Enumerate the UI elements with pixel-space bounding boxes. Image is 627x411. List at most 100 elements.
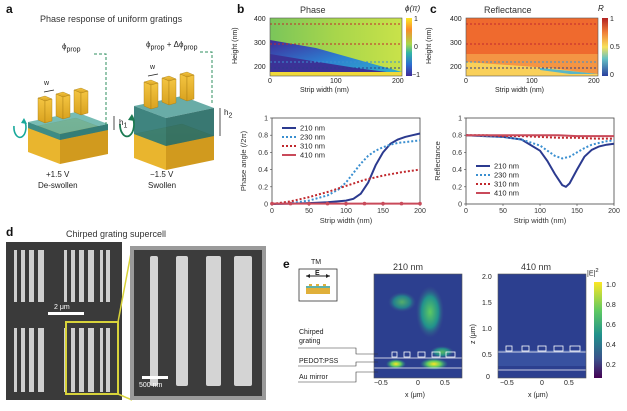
phase-map-ytick-3: 200 [254, 64, 266, 71]
phase-map-ytick-1: 400 [254, 16, 266, 23]
field-cbar-tick-1: 1.0 [606, 282, 616, 289]
y-tick-label: 1 [264, 116, 268, 123]
z-tick-1: 2.0 [482, 274, 492, 281]
legend-label: 230 nm [494, 171, 519, 180]
field-map-right-title: 410 nm [521, 262, 552, 272]
h1-label: h1 [119, 118, 128, 130]
refl-map-xtick-2: 100 [526, 78, 538, 85]
field-cbar-tick-3: 0.6 [606, 322, 616, 329]
series-line-310-nm [271, 168, 421, 205]
field-map-right-xlabel: x (μm) [528, 392, 548, 399]
legend-label: 410 nm [494, 189, 519, 198]
h2-label: h2 [224, 108, 233, 120]
refl-map-xtick-3: 200 [588, 78, 600, 85]
data-point [381, 201, 385, 206]
deswollen-device [13, 87, 109, 164]
x-tick-label: 0 [464, 208, 468, 215]
layer-leader-lines [298, 347, 378, 383]
x-tick-label: 100 [534, 208, 546, 215]
field-map-left-xtick-2: 0 [416, 380, 420, 387]
zoom-box [65, 321, 119, 395]
data-point [362, 201, 367, 206]
x-tick-label: 100 [340, 208, 352, 215]
reflectance-chart: 0 0.2 0.4 0.6 0.8 1 0 50 100 150 200 Strip width (n… [433, 116, 620, 226]
field-cbar-label: |E|2 [587, 268, 599, 278]
legend-label: 210 nm [494, 162, 519, 171]
swollen-device [119, 71, 215, 170]
label-au-mirror: Au mirror [299, 374, 328, 381]
phase-angle-chart: 0 0.2 0.4 0.6 0.8 1 0 50 100 150 200 Strip width (n… [239, 116, 426, 226]
phase-cbar-tick-2: 0 [414, 44, 418, 51]
y-tick-label: 0 [264, 202, 268, 209]
legend-label: 230 nm [300, 133, 325, 142]
series-line-210-nm [271, 132, 421, 205]
refl-map-ytick-1: 400 [450, 16, 462, 23]
y-axis-label: Phase angle (/2π) [239, 130, 248, 191]
refl-map-ytick-2: 300 [450, 40, 462, 47]
refl-cbar-tick-1: 1 [610, 16, 614, 23]
state-left: De-swollen [38, 181, 78, 190]
refl-map-xtick-1: 0 [464, 78, 468, 85]
scale-label-500nm: 500 nm [139, 382, 163, 389]
panel-c-title: Reflectance [484, 5, 532, 15]
legend-label: 210 nm [300, 124, 325, 133]
y-tick-label: 0.6 [452, 150, 462, 157]
panel-e-letter: e [283, 257, 290, 271]
legend-label: 410 nm [300, 151, 325, 160]
series-line-410-nm [466, 134, 614, 138]
z-tick-5: 0 [486, 374, 490, 381]
y-tick-label: 1 [458, 116, 462, 123]
scale-bar-500nm [142, 376, 168, 379]
x-axis-label: Strip width (nm) [320, 216, 373, 225]
x-tick-label: 150 [571, 208, 583, 215]
legend-label: 310 nm [300, 142, 325, 151]
y-tick-label: 0.4 [452, 167, 462, 174]
x-axis-label: Strip width (nm) [514, 216, 567, 225]
field-map-right-xtick-3: 0.5 [564, 380, 574, 387]
phase-map-xlabel: Strip width (nm) [300, 87, 350, 94]
plot-frame [271, 117, 421, 205]
data-point [307, 201, 311, 206]
field-vector-label: E [315, 270, 320, 277]
z-tick-3: 1.0 [482, 326, 492, 333]
field-map-left-xlabel: x (μm) [405, 392, 425, 399]
series-line-230-nm [465, 134, 615, 160]
field-colorbar [594, 282, 602, 378]
legend-label: 310 nm [494, 180, 519, 189]
field-map-210nm [373, 273, 463, 379]
state-right: Swollen [148, 181, 177, 190]
panel-d-letter: d [6, 225, 14, 239]
data-point [399, 201, 404, 206]
refl-map-ylabel: Height (nm) [426, 27, 433, 64]
y-axis-label: Reflectance [433, 141, 442, 181]
z-axis-label: z (μm) [470, 324, 477, 344]
x-tick-label: 50 [305, 208, 313, 215]
plot-frame [465, 117, 615, 205]
refl-map-ytick-3: 200 [450, 64, 462, 71]
refl-cbar-label: R [598, 4, 604, 13]
phase-cbar-label: ϕ(π) [405, 4, 421, 13]
field-map-right-xtick-1: −0.5 [500, 380, 514, 387]
x-tick-label: 200 [608, 208, 620, 215]
y-tick-label: 0.2 [452, 184, 462, 191]
phase-cbar-tick-3: −1 [412, 72, 420, 79]
field-map-right-xtick-2: 0 [540, 380, 544, 387]
grating-schematic [13, 51, 221, 170]
phi-prop-label-right: ϕprop + Δϕprop [146, 40, 198, 52]
field-map-left-title: 210 nm [393, 262, 424, 272]
series-line-210-nm [465, 134, 615, 188]
scale-bar-2um [48, 312, 84, 315]
y-tick-label: 0 [458, 202, 462, 209]
reflectance-map [465, 17, 608, 77]
z-tick-2: 1.5 [482, 300, 492, 307]
field-map-left-xtick-1: −0.5 [374, 380, 388, 387]
y-tick-label: 0.6 [258, 150, 268, 157]
voltage-left: +1.5 V [46, 170, 70, 179]
panel-b-letter: b [237, 2, 245, 16]
phase-cbar-tick-1: 1 [414, 16, 418, 23]
phase-map-xtick-1: 0 [268, 78, 272, 85]
label-grating: grating [299, 338, 321, 345]
width-label-right: w [150, 64, 156, 71]
field-cbar-tick-4: 0.4 [606, 342, 616, 349]
panel-a-title: Phase response of uniform gratings [40, 14, 183, 24]
